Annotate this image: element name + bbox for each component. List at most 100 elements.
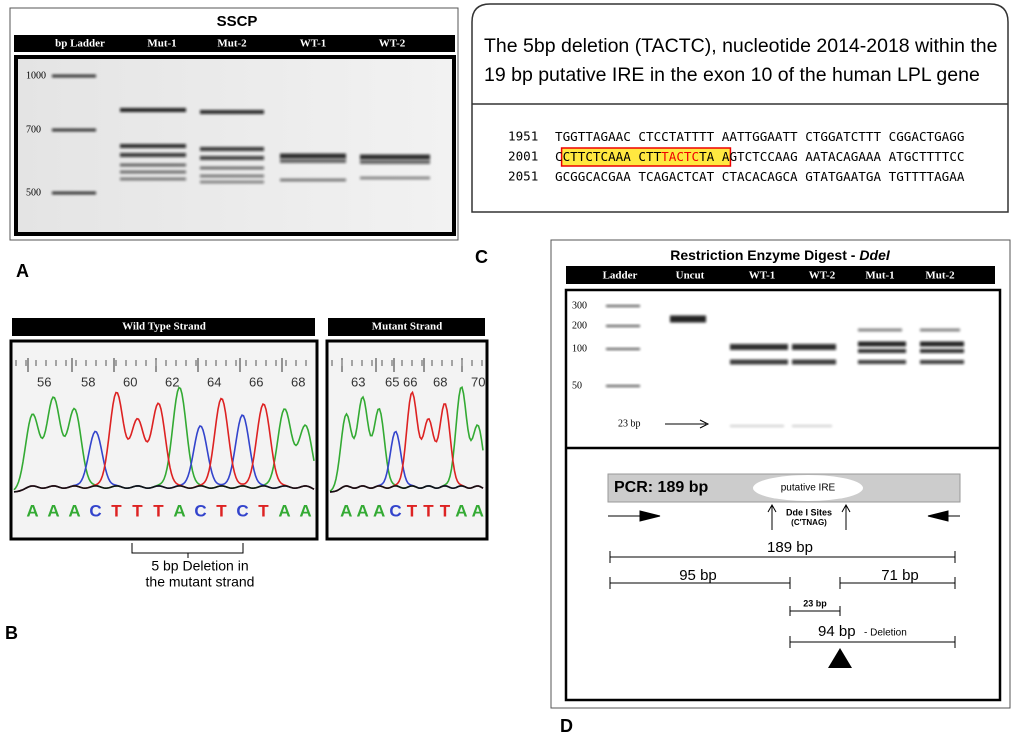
trace: [329, 485, 484, 493]
gel-band: [606, 305, 640, 307]
gel-band: [730, 359, 788, 365]
gel-band: [792, 344, 836, 350]
base-call: A: [173, 501, 185, 520]
base-call: T: [423, 501, 434, 520]
gel-band: [920, 341, 964, 347]
gel-band: [120, 177, 186, 181]
strand-header: [12, 318, 315, 336]
base-call: C: [236, 501, 248, 520]
gel-band: [200, 147, 264, 151]
marker-label: 1000: [26, 70, 46, 81]
lane-label: bp Ladder: [55, 38, 105, 50]
deletion-marker: [828, 648, 852, 668]
sequence: TGGTTAGAAC CTCCTATTTT AATTGGAATT CTGGATC…: [555, 129, 964, 144]
panel-c-title: 19 bp putative IRE in the exon 10 of the…: [484, 64, 980, 86]
lane-label: Mut-1: [865, 270, 894, 282]
sequence-position: 2051: [508, 169, 538, 184]
fragment-size: 95 bp: [679, 567, 717, 584]
marker-label: 700: [26, 124, 41, 135]
gel-band: [920, 349, 964, 353]
deletion-label: - Deletion: [864, 628, 907, 639]
base-call: A: [472, 501, 484, 520]
gel-band: [200, 174, 264, 178]
gel-band: [606, 385, 640, 387]
gel-band: [120, 153, 186, 157]
position-label: 68: [433, 374, 447, 389]
panel-label: A: [16, 261, 29, 281]
base-call: T: [407, 501, 418, 520]
fragment-size: 94 bp: [818, 623, 856, 640]
panel-label: D: [560, 716, 573, 732]
gel-band: [120, 144, 186, 148]
base-call: A: [340, 501, 352, 520]
gel-band: [200, 156, 264, 160]
sscp-gel: [14, 55, 456, 236]
base-call: C: [89, 501, 101, 520]
panel-label: C: [475, 247, 488, 267]
panel-c-title: The 5bp deletion (TACTC), nucleotide 201…: [484, 35, 997, 57]
title-enzyme: DdeI: [859, 247, 890, 263]
deletion-note: the mutant strand: [146, 574, 255, 590]
sequence-position: 2001: [508, 149, 538, 164]
chromatogram-box: [325, 339, 489, 541]
ire-highlight: [560, 147, 732, 167]
sites-label: Dde I Sites: [786, 507, 832, 517]
gel-band: [670, 315, 706, 323]
sequence-segment: C: [555, 149, 563, 164]
base-call: T: [216, 501, 227, 520]
base-call: T: [132, 501, 143, 520]
position-label: 64: [207, 374, 221, 389]
base-call: C: [194, 501, 206, 520]
fragment-size: 23 bp: [803, 598, 827, 608]
gel-band: [858, 360, 906, 364]
marker-label: 200: [572, 320, 587, 331]
base-call: C: [389, 501, 401, 520]
gel-band: [280, 159, 346, 163]
gel-band: [730, 344, 788, 350]
deletion-note: 5 bp Deletion in: [151, 558, 248, 574]
strand-title: Mutant Strand: [372, 321, 443, 333]
gel-band: [200, 180, 264, 184]
marker-label: 100: [572, 343, 587, 354]
fragment-lines: [609, 551, 956, 648]
fragment-size: 189 bp: [767, 539, 813, 556]
sequence-segment: GCGGCACGAA TCAGACTCAT CTACACAGCA GTATGAA…: [555, 169, 965, 184]
gel-band: [858, 349, 906, 353]
gel-band: [920, 360, 964, 364]
site-arrows: [767, 503, 851, 530]
position-label: 63: [351, 374, 365, 389]
sequence-segment: TGGTTAGAAC CTCCTATTTT AATTGGAATT CTGGATC…: [555, 129, 964, 144]
gel-band: [606, 325, 640, 327]
base-call: A: [278, 501, 290, 520]
position-label: 66: [249, 374, 263, 389]
panel-d-title: Restriction Enzyme Digest - DdeI: [670, 247, 891, 263]
lane-label: WT-1: [300, 38, 327, 50]
gel-band: [360, 176, 430, 180]
gel-band: [52, 128, 96, 132]
position-label: 56: [37, 374, 51, 389]
sequence-position: 1951: [508, 129, 538, 144]
position-label: 68: [291, 374, 305, 389]
gel-band: [120, 163, 186, 167]
gel-band: [120, 170, 186, 174]
gel-band: [858, 328, 902, 332]
base-call: A: [357, 501, 369, 520]
lane-label: Mut-2: [217, 38, 247, 50]
gel-band: [52, 74, 96, 78]
fragment-arrow: [665, 419, 710, 429]
title-main: Restriction Enzyme Digest -: [670, 247, 855, 263]
position-label: 65: [385, 374, 399, 389]
sequence: GCGGCACGAA TCAGACTCAT CTACACAGCA GTATGAA…: [555, 169, 965, 184]
gel-band: [280, 178, 346, 182]
panel-a-title: SSCP: [217, 13, 258, 30]
strand-title: Wild Type Strand: [122, 321, 206, 333]
lane-label: WT-1: [749, 270, 776, 282]
gel-band: [360, 160, 430, 164]
gel-band: [200, 166, 264, 170]
base-call: A: [373, 501, 385, 520]
base-call: T: [440, 501, 451, 520]
base-call: T: [111, 501, 122, 520]
panel-label: B: [5, 623, 18, 643]
marker-label: 300: [572, 300, 587, 311]
